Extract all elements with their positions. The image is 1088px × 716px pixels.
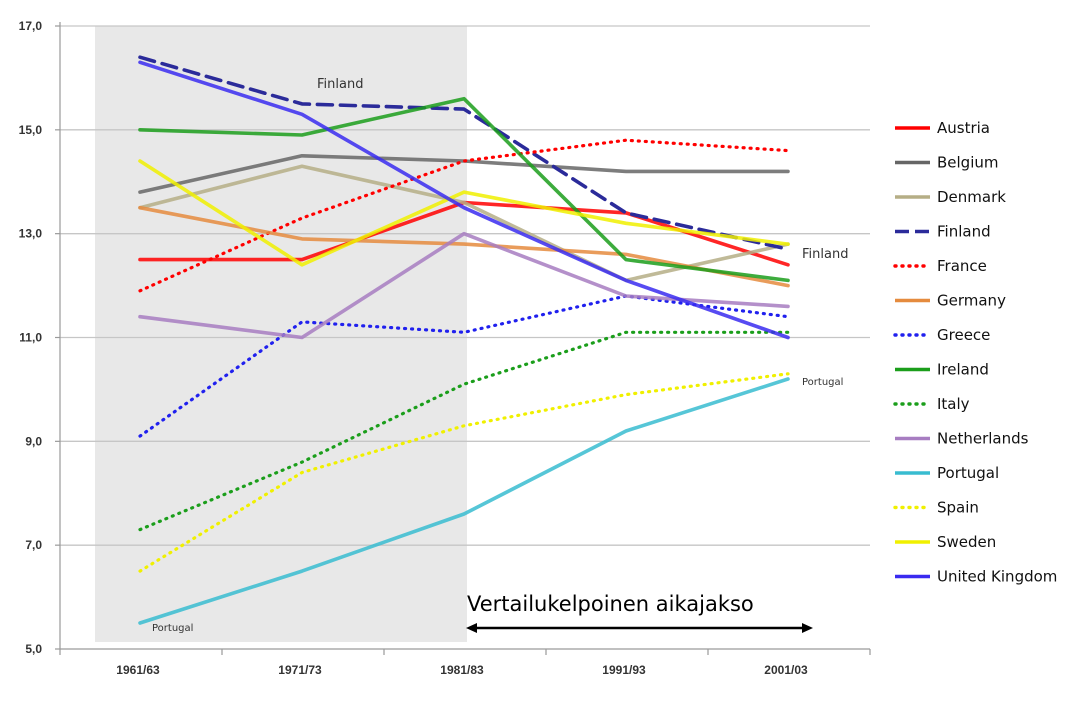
y-tick-label: 17,0 xyxy=(19,19,43,33)
comparable-period: Vertailukelpoinen aikajakso xyxy=(466,592,813,633)
x-axis-ticks: 1961/63 1971/73 1981/83 1991/93 2001/03 xyxy=(116,663,808,677)
y-tick-label: 9,0 xyxy=(25,434,42,448)
series-line-united-kingdom xyxy=(138,60,790,340)
x-tick-label: 1971/73 xyxy=(278,663,322,677)
legend-label: Ireland xyxy=(937,361,989,379)
legend-label: Netherlands xyxy=(937,430,1029,448)
x-tick-label: 1961/63 xyxy=(116,663,160,677)
legend-label: Belgium xyxy=(937,154,999,172)
legend-label: Austria xyxy=(937,119,990,137)
y-tick-label: 5,0 xyxy=(25,642,42,656)
legend-label: Denmark xyxy=(937,188,1006,206)
legend-label: Sweden xyxy=(937,533,996,551)
legend-label: Finland xyxy=(937,223,991,241)
x-tick-label: 1981/83 xyxy=(440,663,484,677)
y-tick-label: 13,0 xyxy=(19,227,43,241)
period-arrow-head-left xyxy=(466,623,477,633)
y-tick-label: 7,0 xyxy=(25,538,42,552)
legend: Austria Belgium Denmark Finland France German… xyxy=(893,119,1057,586)
series-line-ireland xyxy=(138,96,790,283)
period-arrow-head-right xyxy=(802,623,813,633)
legend-label: Italy xyxy=(937,395,970,413)
series-line-spain xyxy=(138,372,790,573)
legend-label: Greece xyxy=(937,326,990,344)
period-label: Vertailukelpoinen aikajakso xyxy=(467,592,754,616)
x-tick-label: 2001/03 xyxy=(764,663,808,677)
x-tick-label: 1991/93 xyxy=(602,663,646,677)
legend-label: France xyxy=(937,257,987,275)
legend-label: Germany xyxy=(937,292,1006,310)
y-axis-ticks: 5,0 7,0 9,0 11,0 13,0 15,0 17,0 xyxy=(19,19,43,656)
series-line-greece xyxy=(138,294,790,438)
annotations: Finland Finland Portugal Portugal xyxy=(152,77,848,634)
legend-label: Portugal xyxy=(937,464,999,482)
y-tick-label: 15,0 xyxy=(19,123,43,137)
annotation-label: Portugal xyxy=(152,623,193,634)
series-line-sweden xyxy=(138,159,790,267)
annotation-label: Portugal xyxy=(802,377,843,388)
axes xyxy=(55,22,871,655)
legend-label: Spain xyxy=(937,499,979,517)
y-tick-label: 11,0 xyxy=(19,331,42,345)
series-line-france xyxy=(138,138,790,293)
series-line-portugal xyxy=(138,377,790,625)
annotation-label: Finland xyxy=(317,77,363,92)
series-line-finland xyxy=(138,55,790,251)
series-lines xyxy=(138,55,790,625)
legend-label: United Kingdom xyxy=(937,568,1057,586)
annotation-label: Finland xyxy=(802,247,848,262)
